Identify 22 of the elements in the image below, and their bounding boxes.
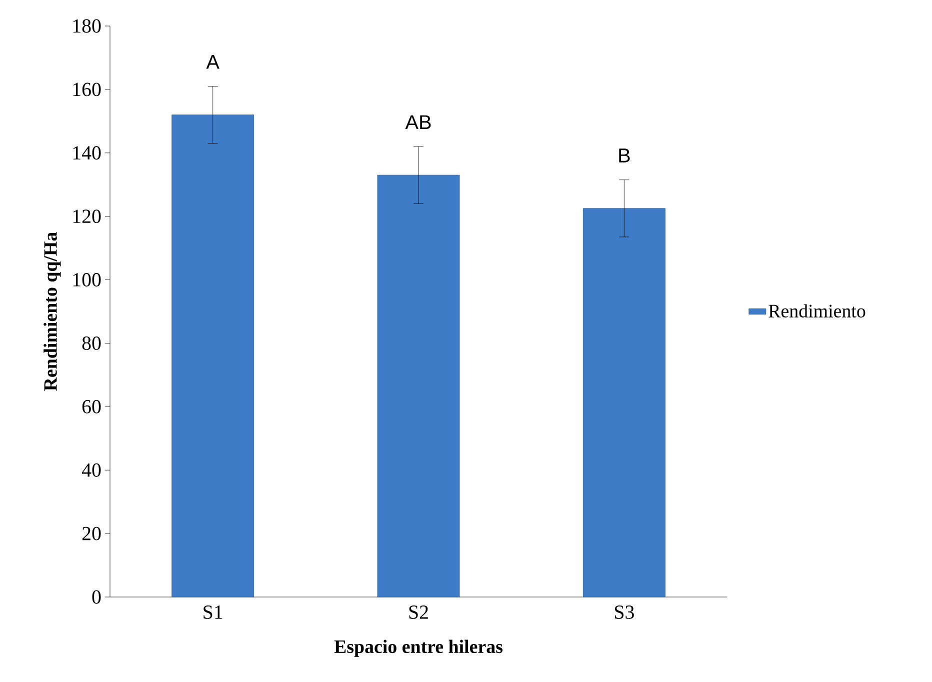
x-tick-label: S1 — [204, 606, 222, 619]
bar — [582, 208, 666, 598]
x-axis-title: Espacio entre hileras — [334, 640, 503, 657]
x-tick-label: S2 — [409, 606, 428, 619]
y-axis-title: Rendimiento qq/Ha — [44, 232, 61, 391]
annotation: B — [619, 148, 630, 162]
y-tick-label: 20 — [82, 526, 101, 540]
y-tick-label: 160 — [73, 82, 101, 96]
x-tick-label: S3 — [614, 606, 634, 619]
y-tick-label: 40 — [82, 463, 101, 477]
y-tick-label: 0 — [92, 590, 101, 604]
annotation: A — [206, 55, 220, 69]
y-tick-label: 120 — [73, 210, 101, 224]
y-tick-label: 140 — [73, 146, 101, 160]
y-tick-label: 100 — [73, 273, 101, 286]
bar — [377, 174, 460, 598]
y-tick-label: 180 — [73, 19, 101, 33]
bar — [172, 114, 254, 598]
legend-label: Rendimiento — [768, 304, 866, 318]
y-tick-label: 80 — [82, 336, 101, 350]
annotation: AB — [405, 115, 431, 130]
y-tick-label: 60 — [82, 400, 101, 414]
